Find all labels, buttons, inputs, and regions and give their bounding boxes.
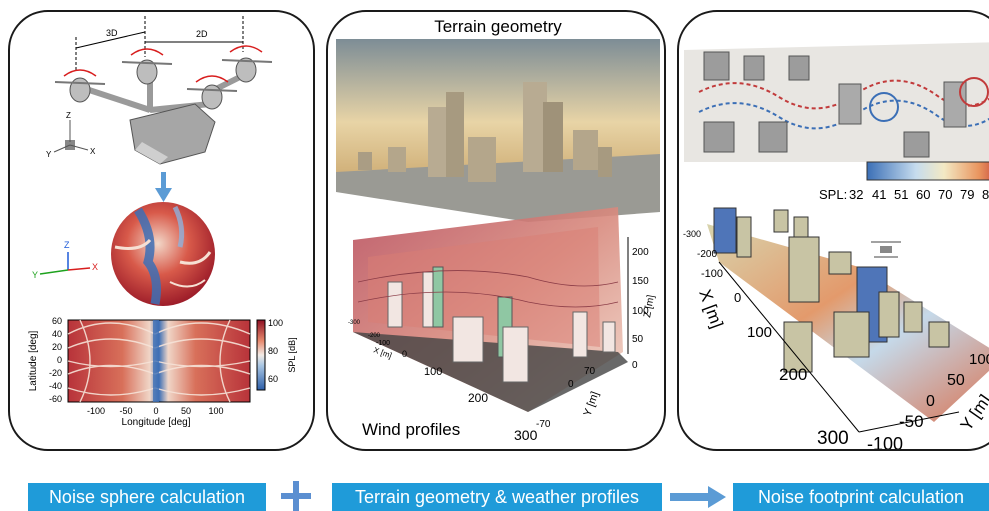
colorbar-tick: 60 (268, 374, 278, 384)
plus-icon-bar (281, 493, 311, 499)
y-tick: -50 (899, 412, 924, 431)
spacing-3d-label: 3D (106, 28, 118, 38)
spl-tick: 60 (916, 187, 930, 202)
map-ytick: 40 (52, 329, 62, 339)
colorbar-tick: 100 (268, 318, 283, 328)
map-xtick: -100 (87, 406, 105, 416)
map-ylabel: Latitude [deg] (28, 330, 39, 391)
z-tick: 50 (632, 334, 644, 345)
map-xtick: 0 (153, 406, 158, 416)
x-tick: 300 (817, 428, 849, 449)
right-arrow-icon (670, 486, 726, 508)
colorbar-tick: 80 (268, 346, 278, 356)
map-xtick: -50 (119, 406, 132, 416)
axis-x-label: X (90, 147, 96, 156)
noise-sphere-label: Noise sphere calculation (28, 483, 266, 511)
y-axis-label: Y [m] (957, 391, 989, 434)
colorbar (256, 319, 266, 391)
y-tick: 70 (584, 366, 596, 377)
quadrotor-aircraft-icon (54, 45, 273, 165)
y-tick: 100 (969, 351, 989, 368)
axis-z-label: Z (66, 111, 71, 120)
map-ytick: -60 (49, 394, 62, 404)
sphere-axis-x-label: X (92, 262, 98, 272)
drone-icon (871, 241, 901, 258)
spl-tick: 32 (849, 187, 863, 202)
x-tick: -100 (376, 340, 390, 347)
spl-tick: 79 (960, 187, 974, 202)
x-tick: -200 (368, 333, 381, 339)
x-tick: 100 (747, 324, 772, 341)
z-tick: 150 (632, 276, 649, 287)
x-tick: 100 (424, 366, 442, 378)
z-tick: 100 (632, 306, 649, 317)
z-tick: 200 (632, 247, 649, 258)
noise-sphere-figure: 3D 2D (28, 16, 297, 428)
sphere-axis-z-label: Z (64, 240, 70, 250)
map-ytick: 60 (52, 316, 62, 326)
body-axes-icon: Z Y X (46, 111, 96, 159)
noise-hemisphere-map: 60 40 20 0 -20 -40 -60 -100 -50 0 50 100… (28, 316, 297, 428)
map-xtick: 100 (208, 406, 223, 416)
map-ytick: 20 (52, 342, 62, 352)
terrain-title: Terrain geometry (434, 17, 562, 36)
x-tick: -100 (701, 268, 723, 280)
wind-profile-plot: 200 150 100 50 0 Z [m] -300 -200 -100 0 … (348, 207, 657, 443)
sphere-axis-y-label: Y (32, 270, 38, 280)
map-ytick: -20 (49, 368, 62, 378)
y-axis-label: Y [m] (582, 390, 602, 418)
wind-profiles-caption: Wind profiles (362, 420, 460, 439)
map-xlabel: Longitude [deg] (122, 417, 191, 428)
x-tick: -300 (348, 320, 361, 326)
spacing-2d-label: 2D (196, 29, 208, 39)
x-tick: 200 (779, 365, 807, 384)
y-tick: -70 (536, 419, 551, 430)
terrain-figure: Terrain geometry (336, 17, 660, 443)
map-ytick: -40 (49, 381, 62, 391)
noise-sphere-panel: 3D 2D (8, 10, 315, 451)
spl-colorbar: SPL: 32 41 51 60 70 79 89 (819, 161, 989, 202)
z-axis-label: Z [m] (642, 294, 657, 319)
terrain-weather-label: Terrain geometry & weather profiles (332, 483, 662, 511)
x-tick: 200 (468, 391, 488, 405)
x-tick: -200 (697, 249, 717, 260)
terrain-render (336, 39, 660, 222)
spl-tick: 89 (982, 187, 989, 202)
map-xtick: 50 (181, 406, 191, 416)
down-arrow-icon (155, 172, 172, 202)
y-tick: 50 (947, 372, 965, 389)
y-tick: 0 (926, 393, 935, 410)
noise-footprint-panel: SPL: 32 41 51 60 70 79 89 (677, 10, 989, 451)
x-tick: 0 (402, 349, 407, 359)
colorbar-label: SPL [dB] (287, 337, 297, 372)
spl-label: SPL: (819, 187, 847, 202)
noise-footprint-figure: SPL: 32 41 51 60 70 79 89 (683, 42, 989, 451)
noise-sphere-icon (111, 202, 215, 306)
map-ytick: 0 (57, 355, 62, 365)
x-tick: 300 (514, 427, 538, 443)
noise-footprint-plot: -300 -200 -100 0 100 200 300 X [m] 100 5… (683, 207, 989, 451)
axis-y-label: Y (46, 150, 52, 159)
x-axis-label: X [m] (695, 287, 726, 331)
x-tick: 0 (734, 290, 741, 305)
sphere-axes-icon: Z X Y (32, 240, 98, 280)
spl-tick: 51 (894, 187, 908, 202)
z-tick: 0 (632, 360, 638, 371)
terrain-geometry-panel: Terrain geometry (326, 10, 666, 451)
y-tick: 0 (568, 379, 574, 390)
spl-tick: 41 (872, 187, 886, 202)
spl-tick: 70 (938, 187, 952, 202)
wave-field-render (684, 42, 989, 162)
y-tick: -100 (867, 434, 903, 451)
noise-footprint-label: Noise footprint calculation (733, 483, 989, 511)
x-tick: -300 (683, 229, 701, 239)
